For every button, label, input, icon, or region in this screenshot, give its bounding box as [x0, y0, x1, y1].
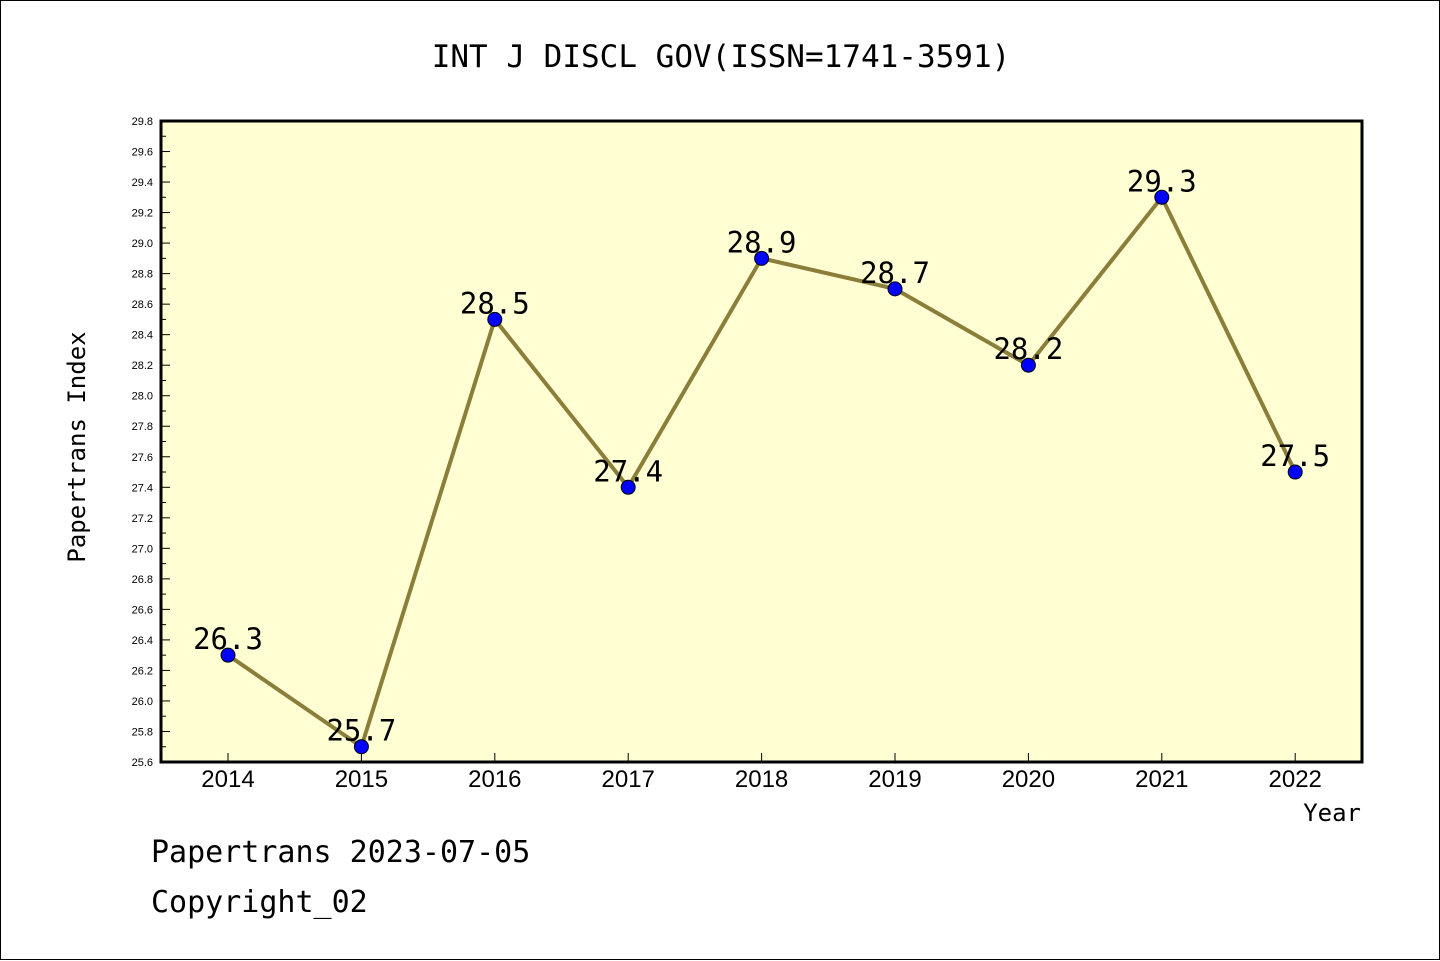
data-point — [1287, 464, 1303, 480]
data-labels: 26.3 25.7 28.5 27.4 28.9 28.7 28.2 29.3 27.5 — [193, 164, 1330, 747]
plot-area — [159, 119, 1364, 764]
y-tick-label: 27.2 — [132, 513, 153, 525]
data-point — [487, 311, 503, 327]
data-point — [754, 250, 770, 266]
y-tick-label: 26.6 — [132, 604, 153, 616]
y-tick-label: 27.4 — [132, 482, 153, 494]
x-tick-label: 2017 — [602, 766, 655, 793]
chart-title: INT J DISCL GOV(ISSN=1741-3591) — [432, 39, 1011, 75]
data-label: 27.4 — [593, 454, 663, 488]
data-label: 28.5 — [460, 286, 530, 320]
x-tick-label: 2014 — [201, 766, 254, 793]
x-axis: 2014 2015 2016 2017 2018 2019 2020 2021 2022 — [201, 753, 1322, 793]
y-tick-label: 26.8 — [132, 574, 153, 586]
y-tick-label: 29.2 — [132, 208, 153, 220]
y-tick-label: 28.6 — [132, 299, 153, 311]
x-tick-label: 2020 — [1002, 766, 1055, 793]
data-point — [887, 281, 903, 297]
x-tick-label: 2022 — [1269, 766, 1322, 793]
y-tick-label: 27.0 — [132, 543, 153, 555]
data-point — [1154, 189, 1170, 205]
data-label: 28.7 — [860, 256, 930, 290]
y-tick-label: 26.2 — [132, 665, 153, 677]
y-tick-label: 25.8 — [132, 726, 153, 738]
y-tick-label: 29.0 — [132, 238, 153, 250]
y-tick-label: 26.4 — [132, 635, 153, 647]
x-tick-label: 2021 — [1135, 766, 1188, 793]
x-tick-label: 2018 — [735, 766, 788, 793]
data-label: 28.2 — [993, 332, 1063, 366]
y-axis: 25.6 25.8 26.0 26.2 26.4 26.6 26.8 27.0 27.2 27.4… — [132, 116, 170, 769]
y-tick-label: 28.8 — [132, 269, 153, 281]
y-tick-label: 27.6 — [132, 452, 153, 464]
data-label: 25.7 — [326, 714, 396, 748]
data-point — [620, 479, 636, 495]
y-tick-label: 29.6 — [132, 147, 153, 159]
source-date-text: Papertrans 2023-07-05 — [151, 835, 531, 870]
y-tick-label: 28.4 — [132, 330, 153, 342]
data-label: 26.3 — [193, 622, 263, 656]
y-tick-label: 26.0 — [132, 696, 153, 708]
data-label: 29.3 — [1127, 164, 1197, 198]
y-tick-label: 29.8 — [132, 116, 153, 128]
y-tick-label: 29.4 — [132, 177, 153, 189]
x-tick-label: 2019 — [868, 766, 921, 793]
y-tick-label: 28.2 — [132, 360, 153, 372]
y-axis-title: Papertrans Index — [63, 331, 91, 562]
data-point — [1020, 357, 1036, 373]
data-point — [220, 647, 236, 663]
y-tick-label: 25.6 — [132, 757, 153, 769]
x-tick-label: 2015 — [335, 766, 388, 793]
data-label: 27.5 — [1260, 439, 1330, 473]
data-point — [353, 739, 369, 755]
x-axis-title: Year — [1303, 799, 1361, 827]
y-tick-label: 27.8 — [132, 421, 153, 433]
x-tick-label: 2016 — [468, 766, 521, 793]
y-tick-label: 28.0 — [132, 391, 153, 403]
data-label: 28.9 — [727, 225, 797, 259]
copyright-text: Copyright_02 — [151, 885, 368, 920]
series-points — [220, 189, 1303, 755]
